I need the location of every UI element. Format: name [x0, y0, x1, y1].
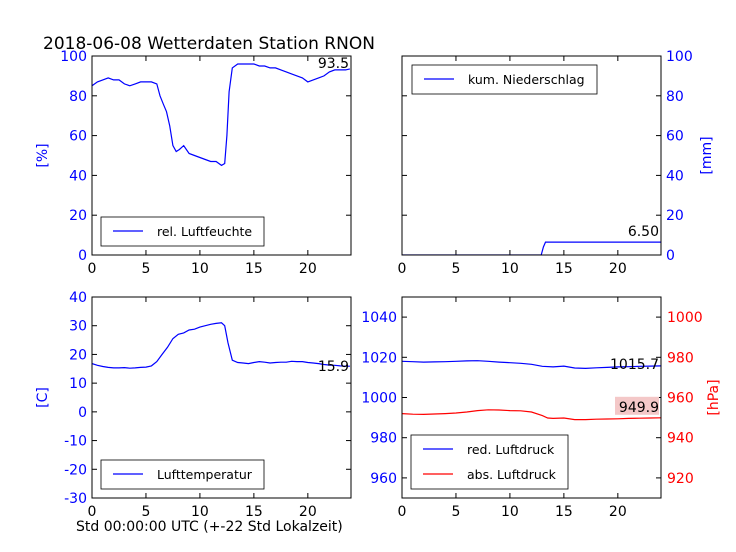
- y-tick-label-right: 100: [666, 49, 693, 65]
- y-tick-label-right: 920: [667, 471, 694, 487]
- y-tick-label: 20: [69, 208, 87, 224]
- x-tick-label: 5: [451, 261, 460, 277]
- x-tick-label: 15: [555, 261, 573, 277]
- y-tick-label: 40: [69, 290, 87, 306]
- y-tick-label-right: 20: [666, 208, 684, 224]
- plot-frame: [401, 296, 662, 499]
- series-line: [402, 241, 661, 255]
- x-tick-label: 0: [398, 261, 407, 277]
- y-tick-label: 100: [60, 49, 87, 65]
- y-tick-label-right: 60: [666, 129, 684, 145]
- x-tick-label: 10: [191, 261, 209, 277]
- y-tick-label: 0: [78, 405, 87, 421]
- x-tick-label: 5: [141, 504, 150, 520]
- y-axis-label-right: [hPa]: [706, 379, 722, 415]
- x-tick-label: 15: [245, 261, 263, 277]
- y-tick-label: 40: [69, 168, 87, 184]
- x-tick-label: 0: [88, 261, 97, 277]
- legend-entry: abs. Luftdruck: [467, 467, 557, 482]
- value-label-bg: [615, 396, 659, 415]
- y-tick-label: 1000: [361, 391, 397, 407]
- y-tick-label: 0: [78, 248, 87, 264]
- y-tick-label-right: 940: [667, 431, 694, 447]
- y-tick-label-right: 960: [667, 391, 694, 407]
- y-tick-label: 1020: [361, 350, 397, 366]
- last-value-label: 6.50: [628, 224, 659, 240]
- plot-frame: [401, 55, 662, 256]
- y-tick-label: 80: [69, 89, 87, 105]
- y-axis-label: [mm]: [699, 136, 715, 174]
- plot-frame: [91, 296, 352, 499]
- x-axis-label: Std 00:00:00 UTC (+-22 Std Lokalzeit): [76, 519, 343, 535]
- y-tick-label: 1040: [361, 310, 397, 326]
- x-tick-label: 20: [609, 261, 627, 277]
- series-line: [92, 322, 350, 369]
- legend-entry: red. Luftdruck: [467, 442, 555, 457]
- last-value-label: 15.9: [318, 359, 349, 375]
- legend-box: [410, 434, 569, 490]
- y-tick-label: 20: [69, 347, 87, 363]
- last-value-label: 949.9: [619, 400, 659, 416]
- x-tick-label: 15: [245, 504, 263, 520]
- x-tick-label: 20: [299, 504, 317, 520]
- x-tick-label: 5: [451, 504, 460, 520]
- y-tick-label-right: 980: [667, 350, 694, 366]
- y-tick-label: 980: [370, 431, 397, 447]
- last-value-label: 93.5: [318, 56, 349, 72]
- series-line: [92, 63, 351, 167]
- chart-precip: 0 5 10 15 20 0 20 40 60 80 100 [mm] 6.50 kum. Nieders…: [398, 49, 715, 277]
- y-tick-label: -30: [64, 491, 87, 507]
- y-tick-label: 960: [370, 471, 397, 487]
- y-tick-label: -20: [64, 462, 87, 478]
- y-tick-label: -10: [64, 434, 87, 450]
- y-tick-label-right: 80: [666, 89, 684, 105]
- figure-title: 2018-06-08 Wetterdaten Station RNON: [43, 34, 375, 54]
- y-tick-label-right: 40: [666, 168, 684, 184]
- y-tick-label-right: 0: [666, 248, 675, 264]
- x-tick-label: 10: [501, 261, 519, 277]
- x-tick-label: 0: [398, 504, 407, 520]
- x-tick-label: 5: [141, 261, 150, 277]
- series-line: [402, 360, 661, 370]
- y-tick-label: 10: [69, 376, 87, 392]
- x-tick-label: 0: [88, 504, 97, 520]
- series-line: [402, 409, 661, 421]
- y-axis-label: [%]: [35, 143, 51, 167]
- plot-frame: [91, 55, 352, 256]
- legend-entry: rel. Luftfeuchte: [157, 224, 252, 239]
- y-tick-label: 60: [69, 129, 87, 145]
- x-tick-label: 20: [299, 261, 317, 277]
- x-tick-label: 10: [191, 504, 209, 520]
- y-tick-label-right: 1000: [667, 310, 703, 326]
- chart-pressure: 0 5 10 15 20 960 980 1000 1020 1040 920 940 960 980 10…: [361, 296, 722, 520]
- x-tick-label: 20: [609, 504, 627, 520]
- chart-temperature: 0 5 10 15 20 -30 -20 -10 0 10 20 30 40 [C] 15.9 Lufttem…: [35, 290, 352, 520]
- chart-humidity: 0 5 10 15 20 0 20 40 60 80 100 [%] 93.5 rel. Luftfeuc…: [35, 49, 352, 277]
- legend-entry: Lufttemperatur: [157, 467, 253, 482]
- y-tick-label: 30: [69, 319, 87, 335]
- x-tick-label: 15: [555, 504, 573, 520]
- y-axis-label: [C]: [35, 387, 51, 408]
- last-value-label: 1015.7: [610, 357, 659, 373]
- legend-entry: kum. Niederschlag: [468, 72, 585, 87]
- x-tick-label: 10: [501, 504, 519, 520]
